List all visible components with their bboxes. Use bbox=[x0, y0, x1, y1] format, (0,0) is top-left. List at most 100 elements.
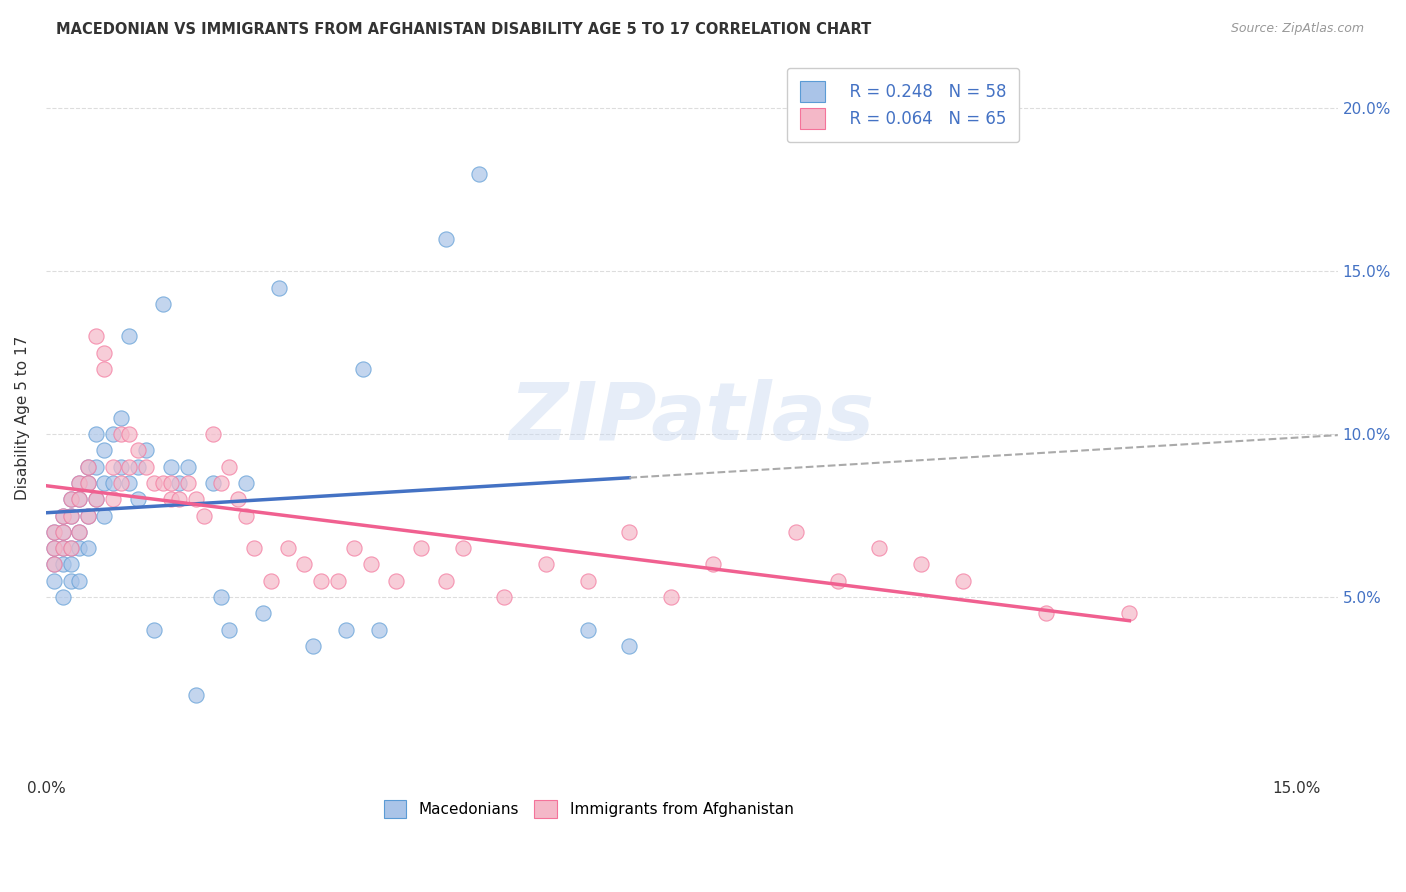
Point bbox=[368, 623, 391, 637]
Point bbox=[110, 476, 132, 491]
Point bbox=[67, 492, 90, 507]
Point bbox=[184, 492, 207, 507]
Point bbox=[67, 476, 90, 491]
Point bbox=[76, 476, 98, 491]
Point bbox=[277, 541, 299, 556]
Point bbox=[235, 508, 257, 523]
Point bbox=[127, 492, 149, 507]
Point bbox=[93, 476, 115, 491]
Point bbox=[110, 410, 132, 425]
Text: MACEDONIAN VS IMMIGRANTS FROM AFGHANISTAN DISABILITY AGE 5 TO 17 CORRELATION CHA: MACEDONIAN VS IMMIGRANTS FROM AFGHANISTA… bbox=[56, 22, 872, 37]
Point bbox=[152, 297, 174, 311]
Point bbox=[44, 524, 66, 539]
Point bbox=[101, 427, 124, 442]
Point bbox=[135, 443, 157, 458]
Point bbox=[1118, 607, 1140, 621]
Point bbox=[160, 459, 183, 474]
Point bbox=[67, 574, 90, 588]
Legend: Macedonians, Immigrants from Afghanistan: Macedonians, Immigrants from Afghanistan bbox=[375, 792, 801, 826]
Point bbox=[44, 541, 66, 556]
Point bbox=[235, 476, 257, 491]
Point bbox=[409, 541, 432, 556]
Point bbox=[176, 476, 198, 491]
Point bbox=[269, 280, 291, 294]
Point bbox=[52, 541, 75, 556]
Point bbox=[301, 639, 323, 653]
Point bbox=[343, 541, 366, 556]
Point bbox=[218, 623, 240, 637]
Point bbox=[201, 476, 224, 491]
Point bbox=[127, 459, 149, 474]
Point bbox=[335, 623, 357, 637]
Point bbox=[76, 508, 98, 523]
Point bbox=[44, 558, 66, 572]
Point bbox=[143, 623, 166, 637]
Point bbox=[67, 541, 90, 556]
Point bbox=[309, 574, 332, 588]
Point bbox=[44, 524, 66, 539]
Point bbox=[59, 492, 82, 507]
Text: Source: ZipAtlas.com: Source: ZipAtlas.com bbox=[1230, 22, 1364, 36]
Point bbox=[93, 443, 115, 458]
Point bbox=[226, 492, 249, 507]
Point bbox=[44, 541, 66, 556]
Point bbox=[59, 541, 82, 556]
Point bbox=[52, 524, 75, 539]
Point bbox=[160, 492, 183, 507]
Point bbox=[576, 623, 599, 637]
Point bbox=[434, 574, 457, 588]
Point bbox=[44, 574, 66, 588]
Point bbox=[84, 329, 107, 343]
Point bbox=[67, 524, 90, 539]
Point bbox=[659, 590, 682, 604]
Point bbox=[468, 167, 491, 181]
Point bbox=[169, 492, 191, 507]
Point bbox=[67, 476, 90, 491]
Point bbox=[534, 558, 557, 572]
Point bbox=[451, 541, 474, 556]
Point bbox=[118, 476, 141, 491]
Point bbox=[218, 459, 240, 474]
Point bbox=[84, 492, 107, 507]
Point bbox=[952, 574, 974, 588]
Point bbox=[59, 558, 82, 572]
Point bbox=[118, 329, 141, 343]
Point bbox=[118, 427, 141, 442]
Point bbox=[101, 492, 124, 507]
Point bbox=[910, 558, 932, 572]
Point bbox=[67, 524, 90, 539]
Point bbox=[44, 558, 66, 572]
Point bbox=[110, 459, 132, 474]
Point bbox=[67, 492, 90, 507]
Point bbox=[152, 476, 174, 491]
Point bbox=[209, 476, 232, 491]
Point bbox=[1035, 607, 1057, 621]
Point bbox=[135, 459, 157, 474]
Y-axis label: Disability Age 5 to 17: Disability Age 5 to 17 bbox=[15, 335, 30, 500]
Point bbox=[352, 362, 374, 376]
Point bbox=[59, 492, 82, 507]
Point bbox=[619, 639, 641, 653]
Point bbox=[385, 574, 408, 588]
Point bbox=[52, 541, 75, 556]
Point bbox=[84, 427, 107, 442]
Point bbox=[59, 574, 82, 588]
Point bbox=[76, 459, 98, 474]
Point bbox=[619, 524, 641, 539]
Point bbox=[868, 541, 890, 556]
Point bbox=[576, 574, 599, 588]
Point bbox=[59, 541, 82, 556]
Point bbox=[76, 508, 98, 523]
Point bbox=[292, 558, 315, 572]
Point bbox=[76, 459, 98, 474]
Point bbox=[52, 508, 75, 523]
Point bbox=[785, 524, 807, 539]
Point bbox=[59, 508, 82, 523]
Point bbox=[243, 541, 266, 556]
Point bbox=[494, 590, 516, 604]
Point bbox=[176, 459, 198, 474]
Point bbox=[702, 558, 724, 572]
Point bbox=[169, 476, 191, 491]
Point bbox=[93, 362, 115, 376]
Point bbox=[101, 459, 124, 474]
